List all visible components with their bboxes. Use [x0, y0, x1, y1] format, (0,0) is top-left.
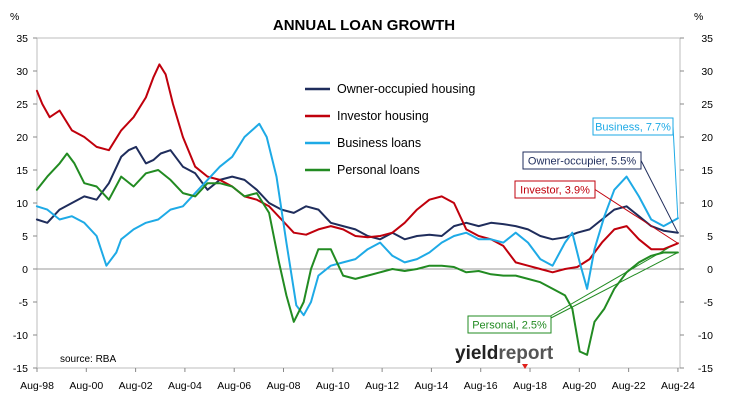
legend: Owner-occupied housing Investor housing Bu… — [305, 82, 475, 177]
yieldreport-logo: yieldreport — [455, 343, 554, 364]
callout-label: Personal, 2.5% — [472, 320, 547, 332]
series-line-business-loans — [35, 122, 679, 317]
callout-box — [467, 315, 552, 334]
series-line-owner-occupied-housing — [35, 145, 679, 241]
series-line-personal-loans — [35, 152, 679, 356]
callout-box — [514, 180, 596, 199]
right-y-tick-label: 5 — [707, 231, 713, 243]
x-tick-label: Aug-00 — [69, 380, 103, 392]
legend-label: Business loans — [337, 136, 421, 150]
right-y-tick-label: 20 — [701, 132, 713, 144]
legend-label: Personal loans — [337, 163, 420, 177]
x-tick-label: Aug-18 — [513, 380, 547, 392]
right-y-tick-label: -10 — [698, 330, 713, 342]
right-y-tick-label: 25 — [701, 99, 713, 111]
left-y-tick-label: -10 — [13, 330, 28, 342]
x-tick-label: Aug-06 — [217, 380, 251, 392]
right-y-tick-label: 35 — [701, 33, 713, 45]
x-tick-label: Aug-98 — [20, 380, 54, 392]
callouts: Business, 7.7% Owner-occupier, 5.5% Invest… — [467, 117, 679, 369]
right-y-tick-label: 0 — [707, 264, 713, 276]
source-note: source: RBA — [60, 354, 116, 365]
x-tick-label: Aug-14 — [414, 380, 448, 392]
right-y-tick-label: 10 — [701, 198, 713, 210]
logo-marker — [522, 364, 528, 369]
svg-text:yieldreport: yieldreport — [455, 343, 554, 364]
x-tick-label: Aug-08 — [267, 380, 301, 392]
series-line-investor-housing — [35, 63, 679, 274]
left-y-tick-label: 10 — [16, 198, 28, 210]
x-tick-label: Aug-04 — [168, 380, 202, 392]
x-tick-label: Aug-16 — [464, 380, 498, 392]
callout-leader-line — [550, 252, 679, 319]
x-tick-label: Aug-22 — [612, 380, 646, 392]
x-tick-label: Aug-02 — [119, 380, 153, 392]
callout-leader-line — [594, 189, 679, 244]
right-y-tick-label: -5 — [704, 297, 713, 309]
right-y-tick-label: 30 — [701, 66, 713, 78]
series-layer — [35, 63, 679, 356]
right-y-tick-label: 15 — [701, 165, 713, 177]
left-y-tick-label: 35 — [16, 33, 28, 45]
left-y-tick-label: 20 — [16, 132, 28, 144]
x-tick-label: Aug-12 — [365, 380, 399, 392]
legend-label: Investor housing — [337, 109, 429, 123]
callout-label: Investor, 3.9% — [520, 185, 590, 197]
chart-title: ANNUAL LOAN GROWTH — [273, 17, 455, 34]
left-y-tick-label: 0 — [22, 264, 28, 276]
callout-label: Business, 7.7% — [595, 122, 671, 134]
left-y-tick-label: -15 — [13, 363, 28, 375]
callout-box — [522, 151, 642, 170]
left-y-tick-label: 30 — [16, 66, 28, 78]
left-y-tick-label: 5 — [22, 231, 28, 243]
left-y-tick-label: 25 — [16, 99, 28, 111]
callout-leader-line — [640, 160, 679, 233]
right-axis-unit: % — [694, 11, 703, 23]
callout-label: Owner-occupier, 5.5% — [528, 156, 636, 168]
x-tick-label: Aug-24 — [661, 380, 695, 392]
left-y-tick-label: -5 — [19, 297, 28, 309]
left-y-tick-label: 15 — [16, 165, 28, 177]
x-tick-label: Aug-10 — [316, 380, 350, 392]
callout-box — [592, 117, 674, 136]
callout-leader-line — [546, 247, 669, 319]
callout-leader-line — [672, 126, 679, 219]
left-y-axis: -15 -10 -5 0 5 10 15 20 25 30 35 — [13, 33, 37, 375]
legend-label: Owner-occupied housing — [337, 82, 475, 96]
x-axis: Aug-98 Aug-00 Aug-02 Aug-04 Aug-06 Aug-08 Aug-… — [20, 268, 695, 392]
right-y-axis: -15 -10 -5 0 5 10 15 20 25 30 35 — [680, 33, 713, 375]
left-axis-unit: % — [10, 11, 19, 23]
x-tick-label: Aug-20 — [562, 380, 596, 392]
right-y-tick-label: -15 — [698, 363, 713, 375]
